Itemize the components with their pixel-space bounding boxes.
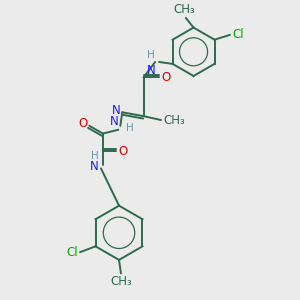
Text: CH₃: CH₃ — [173, 3, 195, 16]
Text: H: H — [91, 151, 99, 161]
Text: H: H — [147, 50, 155, 60]
Text: O: O — [78, 117, 87, 130]
Text: O: O — [118, 145, 127, 158]
Text: H: H — [126, 123, 134, 133]
Text: N: N — [90, 160, 99, 173]
Text: CH₃: CH₃ — [163, 113, 185, 127]
Text: CH₃: CH₃ — [110, 275, 132, 288]
Text: Cl: Cl — [67, 246, 78, 259]
Text: N: N — [110, 116, 118, 128]
Text: O: O — [161, 71, 170, 84]
Text: Cl: Cl — [232, 28, 244, 41]
Text: N: N — [112, 104, 120, 117]
Text: N: N — [146, 64, 155, 77]
